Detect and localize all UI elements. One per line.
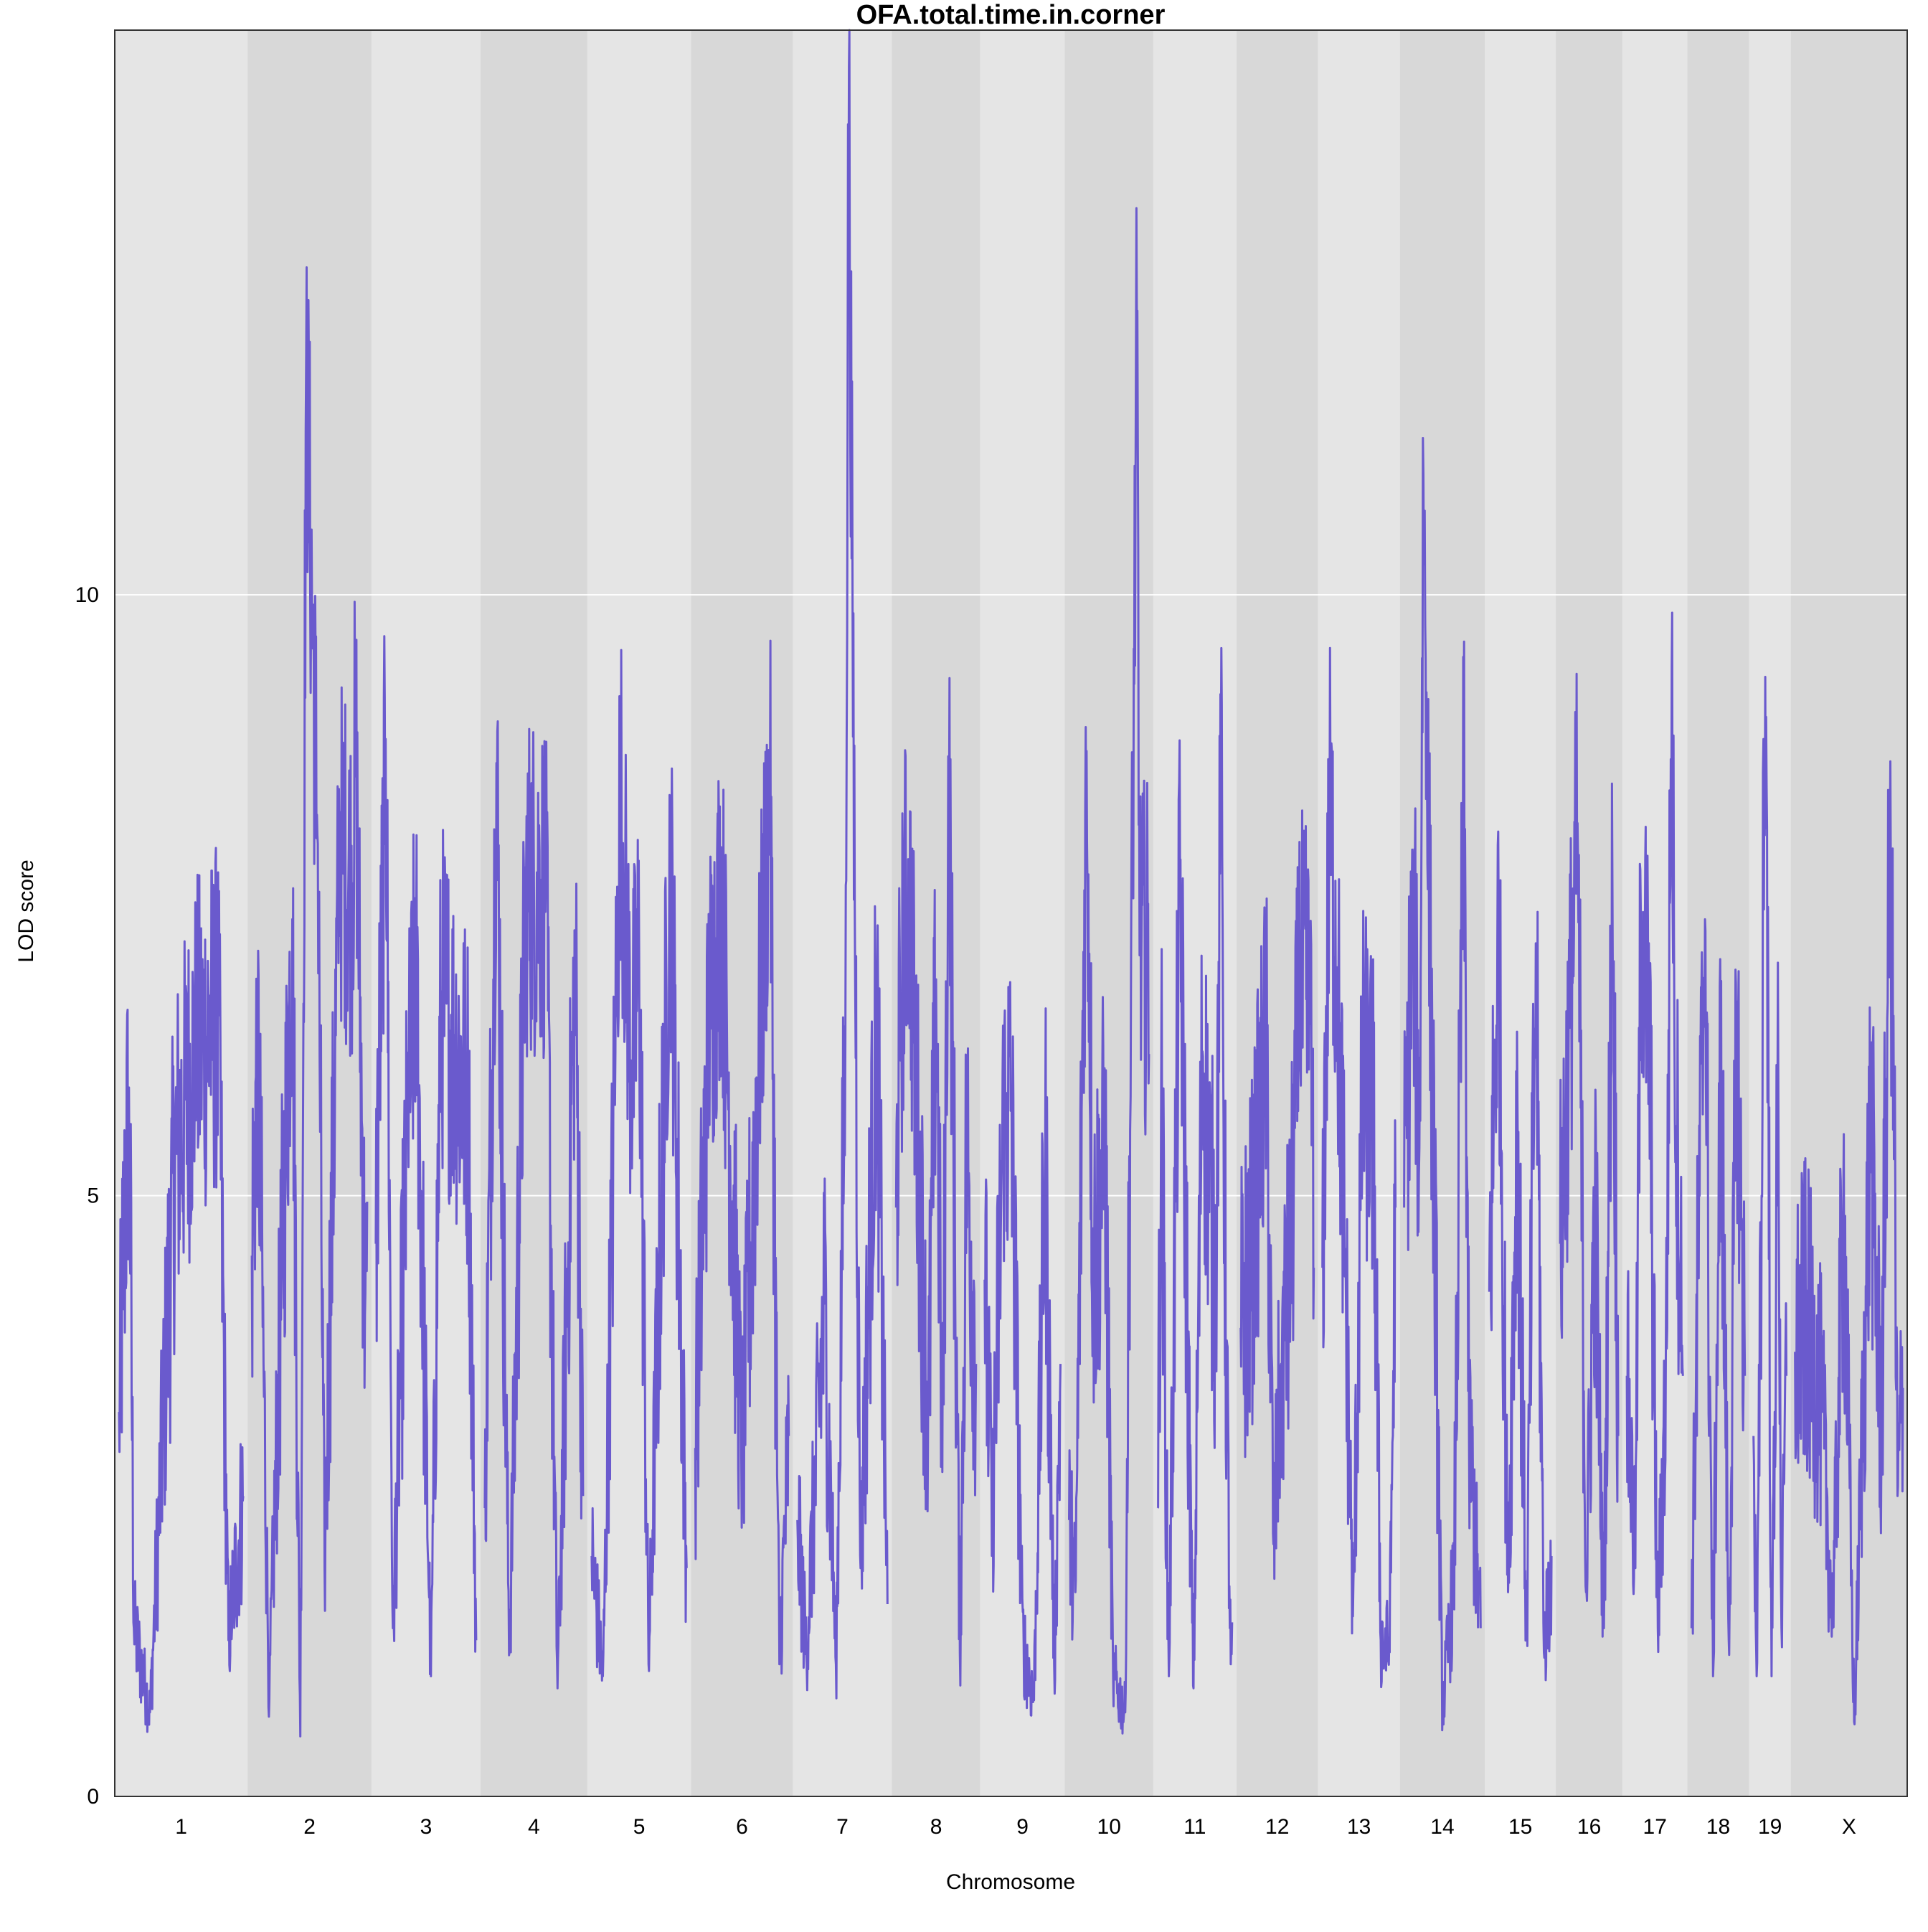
x-tick-label-15: 15 xyxy=(1508,1815,1532,1839)
lod-line-chr-15 xyxy=(1488,830,1553,1682)
y-tick-label-10: 10 xyxy=(75,583,99,607)
chromosome-band-13 xyxy=(1318,30,1400,1796)
x-tick-label-6: 6 xyxy=(736,1815,748,1839)
x-tick-label-18: 18 xyxy=(1706,1815,1730,1839)
lod-line-chr-2 xyxy=(250,266,369,1738)
lod-line-chr-17 xyxy=(1625,611,1684,1654)
lod-line-chr-1 xyxy=(118,847,245,1733)
x-tick-label-16: 16 xyxy=(1577,1815,1601,1839)
lod-line-chr-6 xyxy=(694,639,790,1675)
x-tick-label-7: 7 xyxy=(836,1815,849,1839)
lod-line-chr-18 xyxy=(1690,918,1747,1677)
lod-line-chr-13 xyxy=(1321,646,1397,1689)
lod-series xyxy=(118,29,1904,1738)
x-tick-label-11: 11 xyxy=(1183,1815,1206,1839)
x-tick-label-13: 13 xyxy=(1347,1815,1371,1839)
chromosome-band-18 xyxy=(1687,30,1749,1796)
y-tick-label-5: 5 xyxy=(87,1184,99,1208)
x-tick-label-14: 14 xyxy=(1430,1815,1454,1839)
lod-line-chr-16 xyxy=(1559,672,1620,1638)
lod-line-chr-11 xyxy=(1156,646,1234,1690)
y-axis-ticks: 0 5 10 xyxy=(75,583,99,1809)
x-axis-ticks: 1 2 3 4 5 6 7 8 9 10 11 12 13 14 15 16 17 18 19 X xyxy=(175,1815,1856,1839)
x-tick-label-17: 17 xyxy=(1643,1815,1667,1839)
plot-frame xyxy=(114,29,1908,1797)
lod-line-chr-10 xyxy=(1068,207,1150,1735)
chromosome-band-7 xyxy=(793,30,892,1796)
x-tick-label-1: 1 xyxy=(175,1815,187,1839)
x-tick-label-9: 9 xyxy=(1016,1815,1029,1839)
x-tick-label-12: 12 xyxy=(1265,1815,1289,1839)
lod-line-chr-8 xyxy=(894,677,978,1687)
x-tick-label-4: 4 xyxy=(528,1815,540,1839)
x-tick-label-10: 10 xyxy=(1097,1815,1121,1839)
chart-title: OFA.total.time.in.corner xyxy=(856,0,1166,30)
lod-line-chr-19 xyxy=(1752,676,1788,1677)
x-tick-label-3: 3 xyxy=(420,1815,433,1839)
lod-line-chr-7 xyxy=(796,29,889,1700)
lod-line-chr-3 xyxy=(374,635,478,1677)
y-axis-title: LOD score xyxy=(14,859,38,962)
lod-line-chr-4 xyxy=(483,720,585,1690)
x-tick-label-19: 19 xyxy=(1758,1815,1782,1839)
lod-line-chr-9 xyxy=(983,981,1062,1717)
x-axis-title: Chromosome xyxy=(946,1870,1075,1894)
lod-line-chr-12 xyxy=(1239,809,1315,1580)
lod-line-chr-14 xyxy=(1403,437,1482,1732)
x-tick-label-X: X xyxy=(1842,1815,1856,1839)
y-tick-label-0: 0 xyxy=(87,1785,99,1809)
lod-line-chr-5 xyxy=(590,649,688,1682)
x-tick-label-8: 8 xyxy=(930,1815,942,1839)
x-tick-label-5: 5 xyxy=(633,1815,646,1839)
lod-line-chr-X xyxy=(1794,760,1904,1725)
chromosome-band-15 xyxy=(1485,30,1556,1796)
x-tick-label-2: 2 xyxy=(303,1815,316,1839)
